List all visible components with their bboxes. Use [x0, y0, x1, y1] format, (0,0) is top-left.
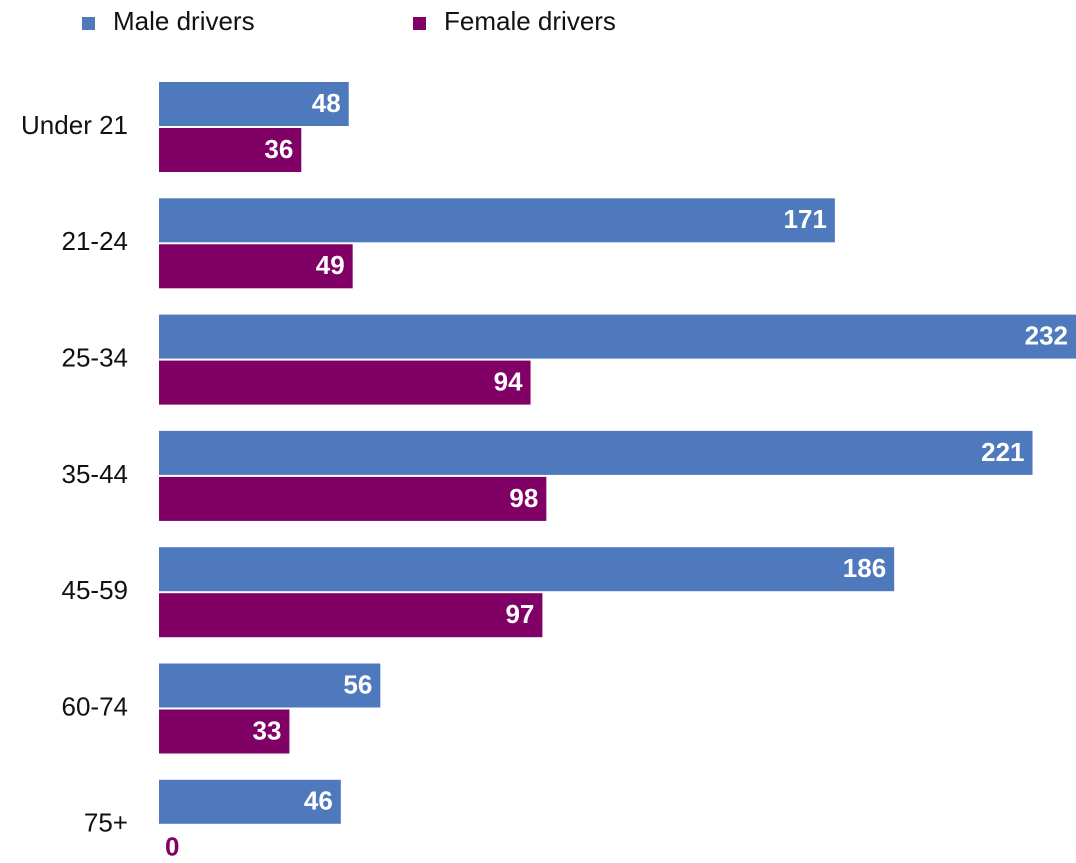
bar	[159, 779, 341, 824]
bar	[159, 360, 531, 405]
legend-swatch	[82, 17, 95, 30]
bar	[159, 663, 381, 708]
value-label: 232	[1025, 320, 1068, 350]
category-label: 45-59	[62, 575, 129, 605]
category-label: 25-34	[62, 342, 129, 372]
value-label: 46	[304, 786, 333, 816]
legend-label: Male drivers	[113, 6, 255, 36]
category-label: 75+	[84, 808, 128, 838]
value-label: 97	[505, 599, 534, 629]
legend-swatch	[413, 17, 426, 30]
legend-label: Female drivers	[444, 6, 616, 36]
category-label: 35-44	[62, 459, 129, 489]
value-label: 221	[981, 437, 1024, 467]
bar	[159, 476, 547, 521]
bar	[159, 430, 1033, 475]
bar	[159, 82, 349, 126]
bar	[159, 198, 835, 243]
value-label: 33	[253, 715, 282, 745]
bar	[159, 128, 302, 172]
value-label: 49	[316, 250, 345, 280]
bar	[159, 244, 353, 289]
value-label: 186	[843, 553, 886, 583]
value-label: 56	[343, 669, 372, 699]
bar	[159, 547, 895, 592]
category-label: Under 21	[21, 110, 128, 140]
category-label: 60-74	[62, 691, 129, 721]
value-label: 94	[494, 366, 523, 396]
value-label: 0	[165, 832, 179, 858]
bar	[159, 314, 1076, 359]
bar	[159, 593, 543, 638]
value-label: 98	[509, 483, 538, 513]
value-label: 48	[312, 88, 341, 118]
bar	[159, 709, 290, 754]
value-label: 171	[784, 204, 827, 234]
category-label: 21-24	[62, 226, 129, 256]
value-label: 36	[264, 134, 293, 164]
